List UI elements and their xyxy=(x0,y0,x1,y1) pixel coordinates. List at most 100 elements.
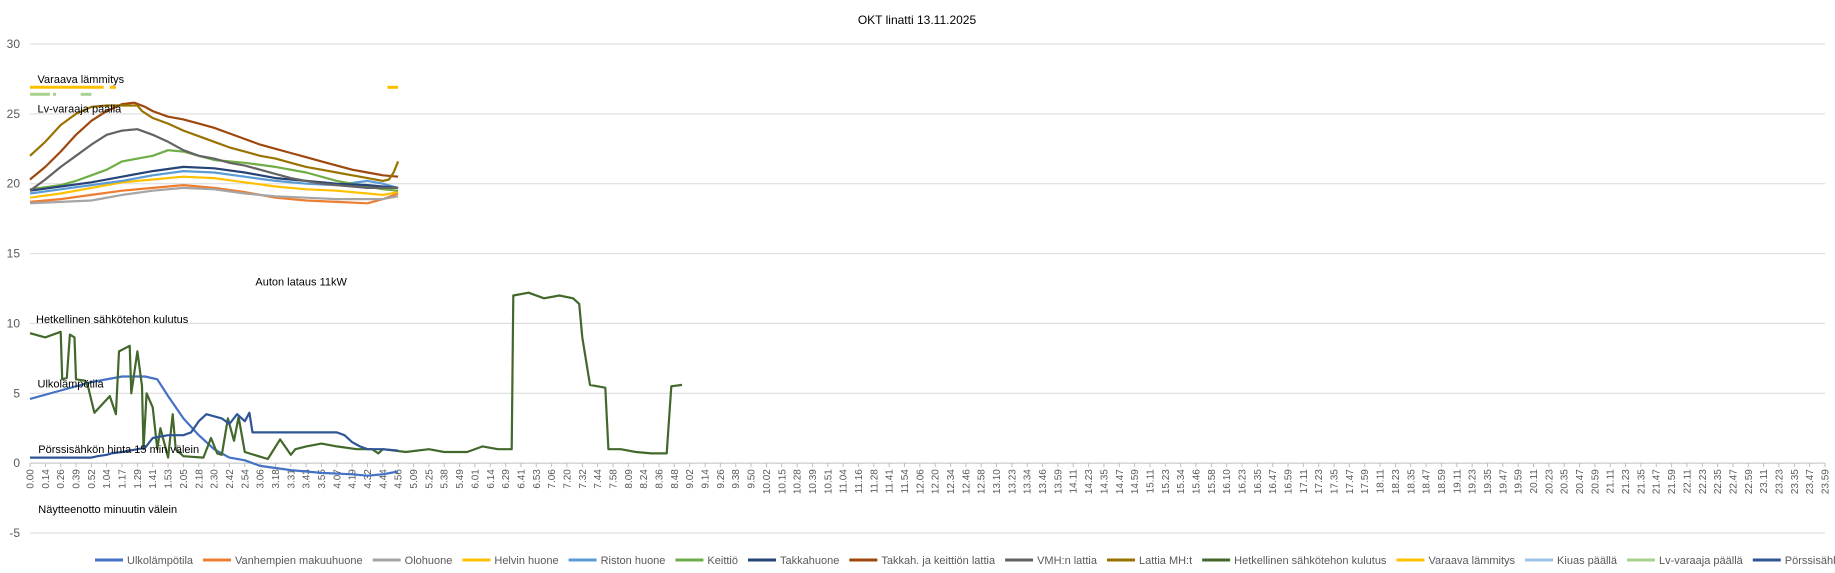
legend-item[interactable]: Kiuas päällä xyxy=(1525,555,1618,567)
x-tick-label: 10.51 xyxy=(823,469,834,494)
legend-label: Lattia MH:t xyxy=(1139,555,1192,567)
x-tick-label: 14.23 xyxy=(1084,469,1095,494)
series-line xyxy=(29,104,400,182)
x-tick-label: 11.41 xyxy=(885,469,896,494)
x-tick-label: 9.02 xyxy=(685,469,696,489)
x-tick-label: 13.59 xyxy=(1053,469,1064,494)
legend-item[interactable]: Ulkolämpötila xyxy=(95,555,194,567)
x-tick-label: 1.04 xyxy=(102,469,113,489)
legend-item[interactable]: Pörssisähkön hinta xyxy=(1752,555,1835,567)
chart-title: OKT linatti 13.11.2025 xyxy=(858,13,977,27)
series-line xyxy=(29,128,399,192)
annotation-label: Pörssisähkön hinta 15 min välein xyxy=(38,444,199,456)
x-tick-label: 13.34 xyxy=(1023,469,1034,494)
legend-label: Ulkolämpötila xyxy=(127,555,194,567)
x-tick-label: 23.35 xyxy=(1790,469,1801,494)
y-tick-label: 0 xyxy=(13,456,20,470)
x-tick-label: 4.19 xyxy=(348,469,359,489)
x-tick-label: 6.41 xyxy=(516,469,527,489)
y-tick-label: 30 xyxy=(7,37,21,51)
x-tick-label: 14.59 xyxy=(1130,469,1141,494)
x-tick-label: 21.23 xyxy=(1621,469,1632,494)
x-tick-label: 2.18 xyxy=(194,469,205,489)
x-tick-label: 4.56 xyxy=(394,469,405,489)
x-tick-label: 18.23 xyxy=(1391,469,1402,494)
x-tick-label: 23.11 xyxy=(1759,469,1770,494)
x-tick-label: 19.47 xyxy=(1498,469,1509,494)
legend-item[interactable]: Lattia MH:t xyxy=(1106,555,1192,567)
legend-item[interactable]: Olohuone xyxy=(372,555,453,567)
legend-label: Lv-varaaja päällä xyxy=(1659,555,1744,567)
state-bars xyxy=(30,85,399,96)
x-tick-label: 20.23 xyxy=(1544,469,1555,494)
annotation-label: Varaava lämmitys xyxy=(38,74,125,86)
x-tick-label: 17.47 xyxy=(1345,469,1356,494)
x-tick-label: 11.54 xyxy=(900,469,911,494)
x-tick-label: 22.23 xyxy=(1698,469,1709,494)
x-tick-label: 13.10 xyxy=(992,469,1003,494)
x-tick-label: 0.52 xyxy=(87,469,98,489)
legend-item[interactable]: Vanhempien makuuhuone xyxy=(203,555,363,567)
legend-item[interactable]: Keittiö xyxy=(675,555,738,567)
x-tick-label: 22.47 xyxy=(1728,469,1739,494)
x-axis-ticks: 0.00 0.14 0.26 0.39 0.52 1.04 1.17 1.29 1.41 1.53… xyxy=(26,463,1832,494)
legend-label: Helvin huone xyxy=(494,555,558,567)
x-tick-label: 15.23 xyxy=(1161,469,1172,494)
legend-item[interactable]: Lv-varaaja päällä xyxy=(1626,555,1744,567)
x-tick-label: 1.53 xyxy=(164,469,175,489)
annotation-label: Hetkellinen sähkötehon kulutus xyxy=(36,314,189,326)
x-tick-label: 14.35 xyxy=(1099,469,1110,494)
y-tick-label: 25 xyxy=(7,107,21,121)
x-tick-label: 7.32 xyxy=(578,469,589,489)
x-tick-label: 9.26 xyxy=(716,469,727,489)
x-tick-label: 21.35 xyxy=(1636,469,1647,494)
x-tick-label: 10.28 xyxy=(793,469,804,494)
x-tick-label: 3.06 xyxy=(256,469,267,489)
x-tick-label: 0.14 xyxy=(41,469,52,489)
x-tick-label: 11.28 xyxy=(869,469,880,494)
x-tick-label: 20.35 xyxy=(1560,469,1571,494)
x-tick-label: 1.17 xyxy=(118,469,129,489)
x-tick-label: 10.39 xyxy=(808,469,819,494)
x-tick-label: 13.23 xyxy=(1007,469,1018,494)
x-tick-label: 15.11 xyxy=(1145,469,1156,494)
legend-item[interactable]: Takkahuone xyxy=(748,555,839,567)
legend-item[interactable]: Riston huone xyxy=(568,555,666,567)
legend[interactable]: Ulkolämpötila Vanhempien makuuhuone Olohuo… xyxy=(95,555,1835,567)
x-tick-label: 21.11 xyxy=(1606,469,1617,494)
legend-label: Riston huone xyxy=(601,555,666,567)
y-tick-label: 10 xyxy=(7,316,21,330)
y-axis-ticks: -5 0 5 10 15 20 25 30 xyxy=(7,37,21,540)
x-tick-label: 14.11 xyxy=(1069,469,1080,494)
x-tick-label: 12.34 xyxy=(946,469,957,494)
x-tick-label: 20.59 xyxy=(1590,469,1601,494)
series-line xyxy=(29,184,399,205)
x-tick-label: 9.14 xyxy=(701,469,712,489)
x-tick-label: 12.20 xyxy=(931,469,942,494)
x-tick-label: 3.55 xyxy=(317,469,328,489)
x-tick-label: 14.47 xyxy=(1115,469,1126,494)
x-tick-label: 19.59 xyxy=(1514,469,1525,494)
x-tick-label: 22.59 xyxy=(1744,469,1755,494)
x-tick-label: 17.23 xyxy=(1314,469,1325,494)
x-tick-label: 6.14 xyxy=(486,469,497,489)
x-tick-label: 13.46 xyxy=(1038,469,1049,494)
legend-item[interactable]: Varaava lämmitys xyxy=(1396,555,1516,567)
x-tick-label: 16.47 xyxy=(1268,469,1279,494)
x-tick-label: 16.59 xyxy=(1284,469,1295,494)
legend-item[interactable]: Hetkellinen sähkötehon kulutus xyxy=(1202,555,1387,567)
x-tick-label: 23.23 xyxy=(1774,469,1785,494)
x-tick-label: 3.31 xyxy=(286,469,297,489)
x-tick-label: 17.35 xyxy=(1330,469,1341,494)
x-tick-label: 1.41 xyxy=(148,469,159,489)
legend-label: Varaava lämmitys xyxy=(1428,555,1515,567)
legend-item[interactable]: Takkah. ja keittiön lattia xyxy=(849,555,996,567)
x-tick-label: 2.05 xyxy=(179,469,190,489)
x-tick-label: 4.07 xyxy=(332,469,343,489)
legend-item[interactable]: Helvin huone xyxy=(462,555,559,567)
annotation-label: Lv-varaaja päällä xyxy=(38,103,123,115)
annotations: Varaava lämmitys Lv-varaaja päällä Hetkell… xyxy=(36,74,348,516)
legend-item[interactable]: VMH:n lattia xyxy=(1005,555,1098,567)
x-tick-label: 6.01 xyxy=(470,469,481,489)
x-tick-label: 7.20 xyxy=(562,469,573,489)
